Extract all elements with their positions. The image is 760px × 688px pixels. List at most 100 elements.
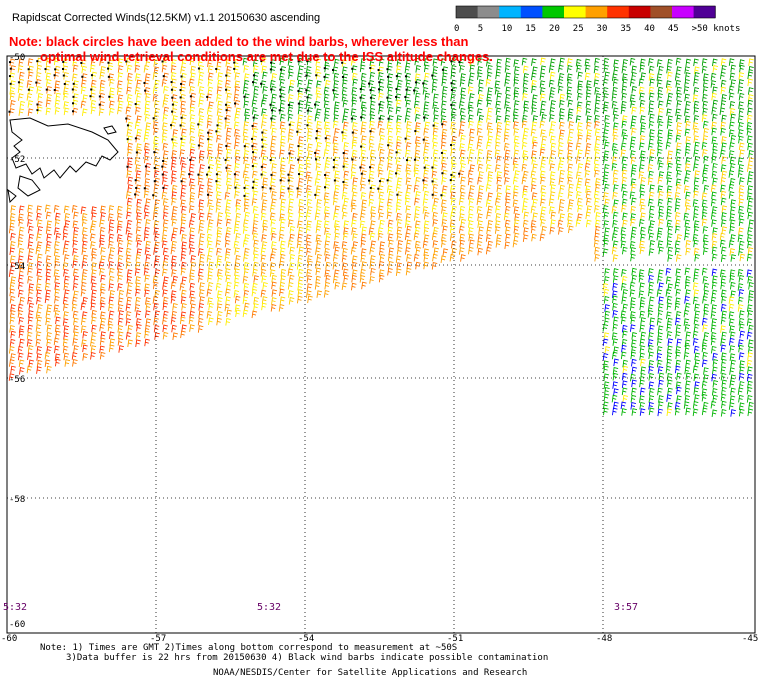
- wind-barb: [539, 120, 546, 129]
- wind-barb: [414, 220, 421, 228]
- wind-barb: [477, 176, 483, 185]
- wind-barb: [658, 296, 664, 304]
- wind-barb: [71, 303, 78, 312]
- footer-credit: NOAA/NESDIS/Center for Satellite Applica…: [213, 668, 527, 678]
- wind-barb: [702, 93, 708, 102]
- wind-barb: [441, 92, 448, 101]
- wind-barb: [163, 205, 169, 213]
- wind-barb: [738, 185, 745, 193]
- wind-barb: [82, 296, 88, 305]
- wind-barb: [703, 289, 709, 298]
- wind-barb: [683, 401, 690, 409]
- wind-barb: [81, 311, 88, 319]
- wind-barb: [648, 191, 655, 200]
- wind-barb: [630, 253, 636, 262]
- wind-barb: [629, 142, 636, 151]
- wind-barb: [135, 310, 142, 318]
- wind-barb: [251, 142, 258, 151]
- wind-barb: [269, 212, 276, 220]
- wind-barb: [728, 191, 735, 199]
- wind-barb: [549, 171, 556, 179]
- wind-barb: [109, 100, 115, 109]
- wind-barb: [738, 218, 745, 227]
- wind-barb: [720, 372, 727, 381]
- wind-barb: [324, 58, 331, 67]
- wind-barb: [198, 268, 204, 277]
- wind-barb: [54, 345, 60, 354]
- wind-barb: [45, 65, 51, 74]
- wind-barb: [721, 114, 727, 123]
- wind-barb: [234, 149, 241, 157]
- legend-swatch: [672, 6, 695, 18]
- wind-barb: [62, 232, 69, 241]
- wind-barb: [396, 212, 402, 221]
- wind-barb: [630, 150, 636, 158]
- wind-barb: [8, 225, 15, 234]
- wind-barb: [676, 100, 682, 108]
- wind-barb: [62, 338, 69, 347]
- flag-circle: [107, 61, 110, 64]
- wind-barb: [189, 127, 196, 136]
- wind-barb: [711, 127, 717, 136]
- wind-barb: [297, 233, 303, 242]
- wind-barb: [379, 253, 386, 262]
- wind-barb: [575, 115, 582, 123]
- wind-barb: [459, 184, 466, 193]
- wind-barb: [217, 268, 223, 277]
- wind-barb: [350, 171, 357, 179]
- wind-barb: [656, 289, 663, 297]
- legend-swatch: [520, 6, 543, 18]
- wind-barb: [404, 247, 411, 255]
- wind-barb: [433, 226, 439, 235]
- wind-barb: [431, 232, 438, 241]
- flag-circle: [449, 179, 452, 182]
- wind-barb: [135, 205, 142, 214]
- wind-barb: [486, 93, 492, 102]
- wind-barb: [341, 241, 348, 249]
- wind-barb: [341, 254, 348, 263]
- wind-barb: [701, 211, 708, 220]
- wind-barb: [512, 114, 519, 123]
- flag-circle: [450, 144, 453, 147]
- wind-barb: [287, 106, 294, 115]
- wind-barb: [225, 142, 232, 151]
- wind-barb: [657, 275, 663, 284]
- wind-barb: [36, 219, 43, 227]
- wind-barb: [522, 114, 528, 123]
- wind-barb: [441, 100, 447, 108]
- wind-barb: [305, 234, 312, 242]
- wind-barb: [9, 108, 15, 116]
- wind-barb: [649, 317, 656, 325]
- flag-circle: [71, 110, 74, 113]
- wind-barb: [279, 86, 286, 94]
- wind-barb: [738, 135, 744, 144]
- legend-swatch: [650, 6, 673, 18]
- wind-barb: [747, 185, 753, 193]
- wind-barb: [189, 290, 195, 298]
- wind-barb: [234, 134, 241, 143]
- wind-barb: [332, 142, 339, 151]
- wind-barb: [667, 129, 674, 137]
- wind-barb: [207, 65, 214, 73]
- wind-barb: [710, 400, 717, 409]
- wind-barb: [469, 93, 475, 101]
- wind-barb: [199, 233, 205, 241]
- wind-barb: [144, 79, 150, 88]
- wind-barb: [513, 232, 520, 241]
- wind-barb: [549, 226, 555, 235]
- wind-barb: [188, 316, 195, 325]
- wind-barb: [260, 149, 267, 158]
- wind-barb: [541, 135, 548, 144]
- wind-barb: [334, 281, 341, 290]
- wind-barb: [153, 142, 159, 150]
- wind-barb: [747, 240, 753, 249]
- wind-barb: [99, 296, 106, 305]
- wind-barb: [711, 268, 718, 277]
- wind-barb: [684, 148, 691, 157]
- wind-barb: [729, 353, 736, 361]
- wind-barb: [217, 79, 223, 88]
- wind-barb: [405, 79, 412, 88]
- wind-barb: [531, 107, 537, 115]
- wind-barb: [746, 114, 753, 123]
- wind-barb: [612, 282, 618, 291]
